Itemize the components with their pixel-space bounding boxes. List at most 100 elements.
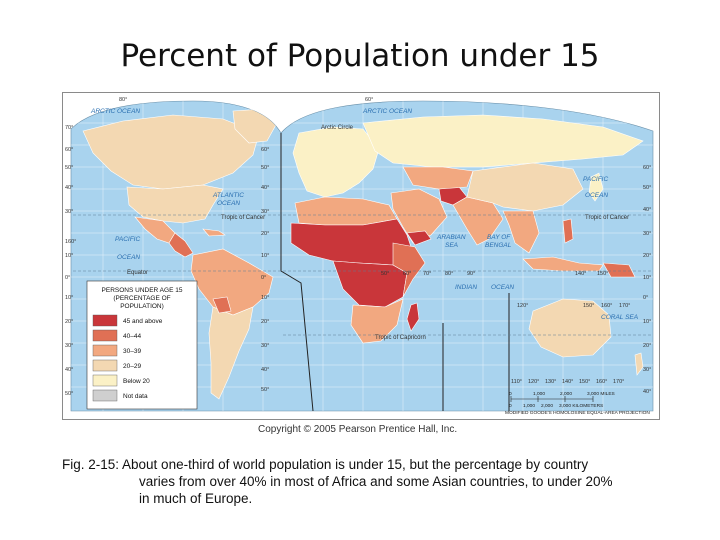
lat-label: 60°	[261, 147, 269, 153]
scale-km: 1,000	[523, 403, 535, 409]
lon-label: 130°	[545, 379, 556, 385]
lat-label: 20°	[643, 343, 651, 349]
lat-label: 40°	[643, 389, 651, 395]
land-caribbean	[202, 228, 226, 237]
legend-swatch	[92, 389, 118, 402]
top-lon-label: 60°	[365, 97, 373, 103]
label-indian-1: INDIAN	[455, 284, 477, 291]
lat-label: 160°	[65, 239, 76, 245]
land-europe	[292, 126, 380, 198]
scale-km: 0	[509, 403, 512, 409]
lon-label: 110°	[511, 379, 522, 385]
legend-swatch	[92, 314, 118, 327]
land-central-asia	[402, 166, 474, 190]
legend-swatch	[92, 374, 118, 387]
scale-km: 2,000	[541, 403, 553, 409]
lat-label: 30°	[261, 209, 269, 215]
lat-label: 10°	[643, 275, 651, 281]
label-bengal-2: BENGAL	[485, 242, 512, 249]
lon-label: 170°	[619, 303, 630, 309]
lon-label: 170°	[613, 379, 624, 385]
lat-label: 20°	[643, 253, 651, 259]
scale-miles: 3,000 MILES	[587, 391, 615, 397]
copyright-text: Copyright © 2005 Pearson Prentice Hall, …	[258, 424, 458, 435]
lon-label: 160°	[601, 303, 612, 309]
lon-label: 120°	[528, 379, 539, 385]
label-pacific-left-1: PACIFIC	[115, 236, 140, 243]
label-bengal-1: BAY OF	[487, 234, 511, 241]
label-arabian-1: ARABIAN	[436, 234, 466, 241]
lat-label: 0°	[643, 295, 648, 301]
legend-label: 40–44	[123, 333, 141, 340]
land-bolivia	[212, 296, 232, 314]
land-central-america	[168, 232, 194, 258]
label-arctic-ocean-left: ARCTIC OCEAN	[90, 108, 140, 115]
lon-label: 120°	[517, 303, 528, 309]
projection-label: MODIFIED GOODE'S HOMOLOSINE EQUAL-AREA P…	[505, 410, 650, 416]
lat-label: 40°	[65, 367, 73, 373]
land-middle-east	[390, 188, 448, 244]
label-pacific-right-2: OCEAN	[585, 192, 608, 199]
land-indonesia	[522, 256, 604, 272]
lat-label: 60°	[643, 165, 651, 171]
lat-label: 40°	[261, 185, 269, 191]
legend-title-line: (PERCENTAGE OF	[113, 295, 170, 302]
lat-label: 50°	[261, 387, 269, 393]
lat-label: 30°	[643, 367, 651, 373]
land-new-guinea	[602, 262, 636, 278]
label-indian-2: OCEAN	[491, 284, 514, 291]
land-japan	[588, 172, 604, 202]
label-coral-sea: CORAL SEA	[601, 314, 638, 321]
lat-label: 10°	[65, 295, 73, 301]
slide-title: Percent of Population under 15	[120, 38, 600, 74]
map-canvas: ARCTIC OCEAN ARCTIC OCEAN ATLANTIC OCEAN…	[65, 97, 654, 416]
lat-label: 50°	[261, 165, 269, 171]
lon-label: 70°	[423, 271, 431, 277]
label-arctic-circle: Arctic Circle	[321, 125, 354, 131]
lat-label: 50°	[643, 185, 651, 191]
legend-label: Below 20	[123, 378, 150, 385]
legend-swatch	[92, 344, 118, 357]
lat-label: 0°	[261, 275, 266, 281]
land-philippines	[562, 218, 574, 244]
lon-label: 140°	[562, 379, 573, 385]
lon-label: 50°	[381, 271, 389, 277]
land-south-america-south	[208, 306, 254, 400]
label-tropic-cancer-right: Tropic of Cancer	[585, 215, 629, 221]
lon-label: 90°	[467, 271, 475, 277]
legend-label: 30–39	[123, 348, 141, 355]
lon-label: 140°	[575, 271, 586, 277]
caption-line: in much of Europe.	[139, 491, 253, 506]
lat-label: 0°	[65, 275, 70, 281]
lat-label: 20°	[65, 319, 73, 325]
lon-label: 160°	[596, 379, 607, 385]
lat-label: 10°	[261, 295, 269, 301]
legend-title-line: POPULATION)	[120, 303, 164, 310]
figure-caption: Fig. 2-15: About one-third of world popu…	[62, 456, 682, 507]
projection-interruptions	[280, 133, 510, 412]
label-atlantic-2: OCEAN	[217, 200, 240, 207]
lat-label: 30°	[65, 343, 73, 349]
label-tropic-cancer-left: Tropic of Cancer	[221, 215, 265, 221]
lat-label: 20°	[261, 231, 269, 237]
land-east-africa	[392, 242, 426, 298]
lat-label: 10°	[643, 319, 651, 325]
lat-label: 40°	[261, 367, 269, 373]
lon-label: 60°	[403, 271, 411, 277]
land-australia	[528, 298, 612, 358]
lat-label: 10°	[65, 253, 73, 259]
land-usa	[126, 184, 224, 224]
lon-label: 80°	[445, 271, 453, 277]
top-lon-label: 80°	[119, 97, 127, 103]
lat-label: 30°	[65, 209, 73, 215]
land-yemen	[406, 230, 432, 246]
lat-label: 30°	[643, 231, 651, 237]
land-new-zealand	[634, 352, 644, 376]
scale-miles: 1,000	[533, 391, 545, 397]
lon-label: 150°	[579, 379, 590, 385]
scale-miles: 2,000	[560, 391, 572, 397]
lat-label: 10°	[261, 253, 269, 259]
label-equator: Equator	[127, 270, 148, 276]
caption-line: varies from over 40% in most of Africa a…	[139, 474, 613, 489]
label-pacific-left-2: OCEAN	[117, 254, 140, 261]
